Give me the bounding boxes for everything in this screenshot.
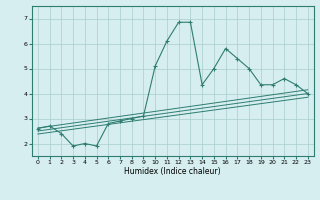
X-axis label: Humidex (Indice chaleur): Humidex (Indice chaleur) — [124, 167, 221, 176]
